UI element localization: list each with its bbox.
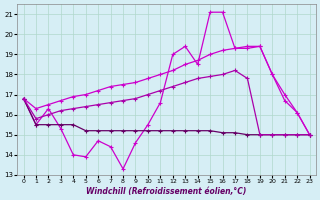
X-axis label: Windchill (Refroidissement éolien,°C): Windchill (Refroidissement éolien,°C): [86, 187, 247, 196]
